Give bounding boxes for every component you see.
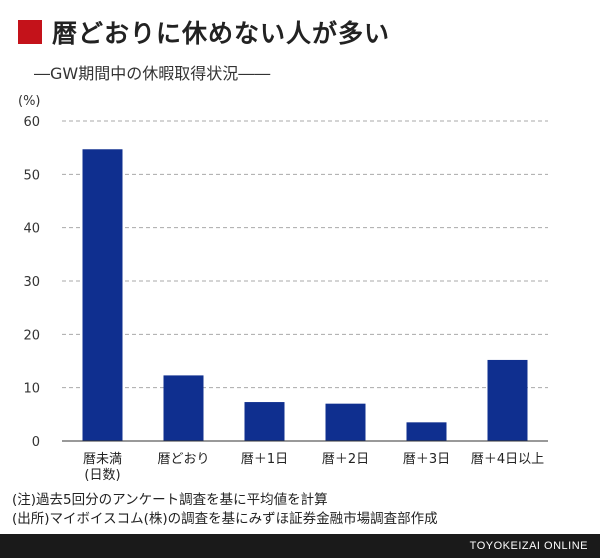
y-tick-label: 10 — [23, 382, 40, 397]
title-row: 暦どおりに休めない人が多い — [18, 14, 390, 50]
note-method: (注)過去5回分のアンケート調査を基に平均値を計算 — [12, 492, 328, 508]
notes: (注)過去5回分のアンケート調査を基に平均値を計算 (出所)マイボイスコム(株)… — [12, 491, 438, 529]
bar-chart: 0 10 20 30 40 50 60 暦未満(日数) 暦どおり 暦＋1日 暦＋2日 暦＋3日 暦＋4… — [18, 94, 548, 483]
x-tick-label: 暦＋3日 — [403, 452, 450, 467]
note-source: (出所)マイボイスコム(株)の調査を基にみずほ証券金融市場調査部作成 — [12, 511, 438, 527]
y-tick-label: 40 — [23, 222, 40, 237]
chart-title: 暦どおりに休めない人が多い — [52, 19, 391, 48]
chart-subtitle: ―GW期間中の休暇取得状況―― — [34, 64, 271, 83]
y-tick-label: 60 — [23, 115, 40, 130]
bar — [406, 422, 447, 441]
y-tick-label: 30 — [23, 275, 40, 290]
y-tick-label: 20 — [23, 328, 40, 343]
x-tick-label: 暦未満 — [83, 452, 122, 467]
gridlines — [62, 120, 548, 389]
x-tick-label: 暦＋4日以上 — [471, 452, 544, 467]
y-axis-ticks: 0 10 20 30 40 50 60 — [23, 115, 40, 450]
footer-credit: TOYOKEIZAI ONLINE — [0, 534, 600, 558]
bars — [82, 149, 528, 441]
x-tick-label: 暦＋2日 — [322, 452, 369, 467]
x-tick-label: 暦どおり — [157, 452, 209, 467]
bar — [487, 359, 528, 441]
y-axis-unit: (%) — [18, 94, 41, 109]
x-tick-label: 暦＋1日 — [241, 452, 288, 467]
bar — [325, 403, 366, 441]
y-tick-label: 0 — [32, 435, 40, 450]
title-marker — [18, 20, 42, 44]
bar — [163, 375, 204, 441]
x-axis-labels: 暦未満(日数) 暦どおり 暦＋1日 暦＋2日 暦＋3日 暦＋4日以上 — [83, 452, 544, 483]
x-tick-sublabel: (日数) — [84, 468, 120, 483]
bar — [244, 402, 285, 441]
bar — [82, 149, 123, 441]
y-tick-label: 50 — [23, 168, 40, 183]
